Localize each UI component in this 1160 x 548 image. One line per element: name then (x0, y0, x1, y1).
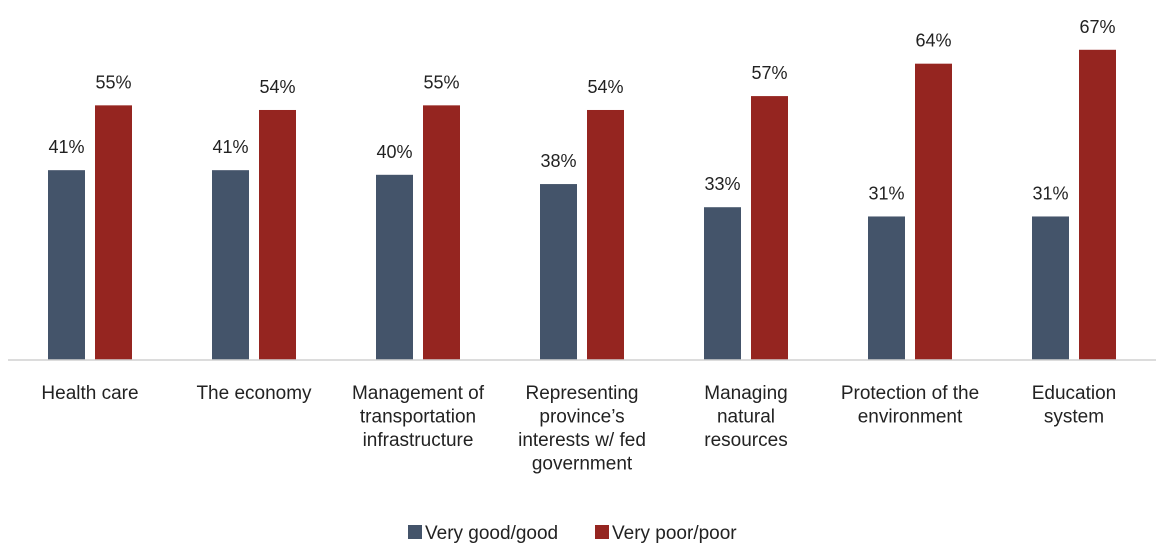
legend-swatch-very-good-good (408, 525, 422, 539)
data-label: 41% (48, 137, 84, 157)
legend-label-very-good-good: Very good/good (425, 523, 558, 543)
bar-very-good-good-5 (868, 216, 905, 360)
bar-very-good-good-0 (48, 170, 85, 360)
category-label: Education (1032, 383, 1117, 404)
data-label: 41% (212, 137, 248, 157)
category-label: natural (717, 407, 775, 428)
legend: Very good/good Very poor/poor (408, 523, 737, 544)
data-label: 40% (376, 142, 412, 162)
category-label: infrastructure (363, 430, 474, 451)
data-label: 38% (540, 151, 576, 171)
bar-very-poor-poor-5 (915, 63, 952, 361)
category-label: The economy (196, 383, 312, 404)
data-label: 54% (587, 77, 623, 97)
bar-very-good-good-2 (376, 174, 413, 360)
category-label: province’s (539, 407, 624, 428)
category-label: transportation (360, 407, 476, 428)
category-label: Health care (41, 383, 138, 404)
bar-very-poor-poor-0 (95, 105, 132, 360)
bar-very-poor-poor-2 (423, 105, 460, 360)
bar-very-poor-poor-6 (1079, 49, 1116, 360)
data-label: 67% (1079, 17, 1115, 37)
category-label: system (1044, 407, 1104, 428)
category-label: environment (858, 407, 963, 428)
bar-very-poor-poor-4 (751, 96, 788, 360)
bar-very-poor-poor-3 (587, 109, 624, 360)
data-label: 31% (868, 183, 904, 203)
category-label: Managing (704, 383, 787, 404)
category-label: government (532, 454, 633, 475)
data-label: 54% (259, 77, 295, 97)
data-label: 33% (704, 174, 740, 194)
bar-very-poor-poor-1 (259, 109, 296, 360)
category-label: Representing (525, 383, 638, 404)
category-label: resources (704, 430, 787, 451)
bars-group (48, 49, 1116, 361)
bar-very-good-good-1 (212, 170, 249, 360)
category-labels-group: Health care The economy Management of trans… (41, 383, 1116, 475)
legend-swatch-very-poor-poor (595, 525, 609, 539)
bar-very-good-good-6 (1032, 216, 1069, 360)
category-label: Protection of the (841, 383, 979, 404)
category-label: interests w/ fed (518, 430, 646, 451)
data-label: 57% (751, 63, 787, 83)
data-label: 55% (95, 72, 131, 92)
data-label: 55% (423, 72, 459, 92)
legend-label-very-poor-poor: Very poor/poor (612, 523, 737, 543)
bar-very-good-good-4 (704, 207, 741, 360)
category-label: Management of (352, 383, 485, 404)
data-label: 31% (1032, 183, 1068, 203)
data-label: 64% (915, 31, 951, 51)
bar-very-good-good-3 (540, 184, 577, 360)
value-labels-group: 41% 55% 41% 54% 40% 55% 38% 54% 33% 57% 31% 64% 31% 6… (48, 17, 1115, 204)
